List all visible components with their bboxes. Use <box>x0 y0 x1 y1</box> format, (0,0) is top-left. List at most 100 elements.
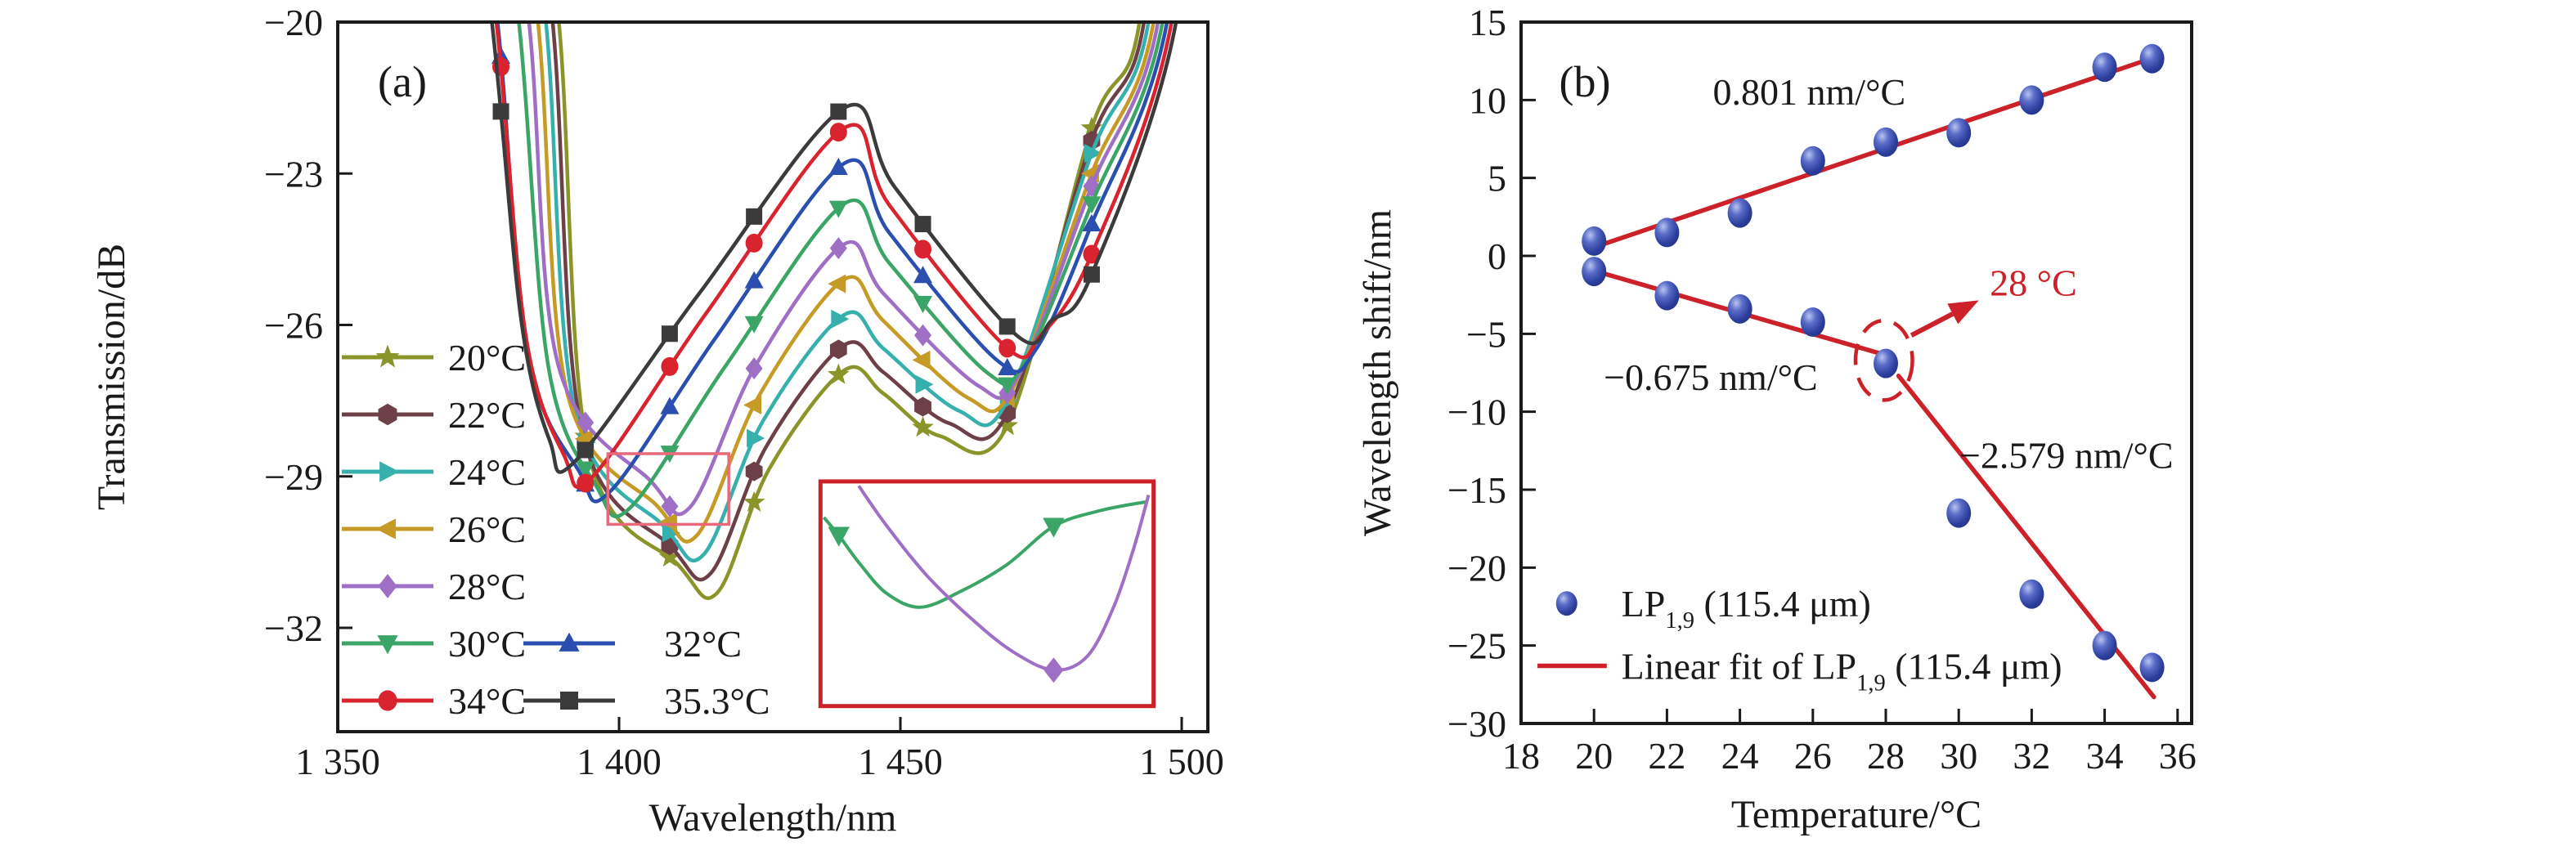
curve-line-28°c <box>527 22 1160 517</box>
square-marker <box>830 103 847 120</box>
hexagon-icon <box>378 403 397 426</box>
tri-right-marker <box>831 309 850 329</box>
legend-item-34°c: 34°C <box>342 680 526 722</box>
y-tick-label: −15 <box>1447 469 1506 511</box>
star-marker <box>658 545 681 567</box>
data-point <box>2139 652 2165 683</box>
data-point <box>2019 85 2044 115</box>
legend-label: 26°C <box>448 508 526 550</box>
x-tick-label: 30 <box>1940 735 1977 777</box>
tri-down-marker <box>1082 196 1102 214</box>
arrow-shaft <box>1910 311 1954 338</box>
data-point <box>2092 52 2117 83</box>
inset-curve-line <box>822 499 1147 609</box>
annotation-dashed-circle <box>1853 318 1914 402</box>
data-point <box>1800 146 1825 176</box>
legend-label: 34°C <box>448 680 526 722</box>
tri-down-marker <box>828 526 850 547</box>
data-point <box>1654 217 1680 248</box>
tri-left-marker <box>828 274 846 293</box>
star-marker <box>912 415 934 437</box>
tri-right-icon <box>379 461 400 482</box>
panel-a-curves <box>490 22 1178 600</box>
tri-right-marker <box>1084 144 1102 163</box>
data-point <box>2139 43 2165 74</box>
circle-icon <box>378 690 397 711</box>
tri-down-marker <box>576 461 595 479</box>
square-marker <box>746 208 763 225</box>
x-tick-label: 1 500 <box>1139 741 1224 782</box>
x-tick-label: 1 450 <box>858 741 943 782</box>
data-point <box>1727 198 1752 228</box>
tri-down-marker <box>828 200 848 218</box>
panel-b-yaxis-title: Wavelength shift/nm <box>1356 209 1399 536</box>
inset-curve-30°c <box>822 499 1147 609</box>
legend-label: 32°C <box>664 623 742 665</box>
tri-up-icon <box>559 632 580 652</box>
square-marker <box>914 216 931 233</box>
hexagon-marker <box>914 396 931 417</box>
tri-down-marker <box>744 316 764 334</box>
tri-down-marker <box>1043 517 1065 538</box>
inset-box <box>818 479 1156 709</box>
square-marker <box>492 103 509 120</box>
fit-slope-label-1: −0.675 nm/°C <box>1604 356 1818 398</box>
legend-item-24°c: 24°C <box>342 451 526 493</box>
panel-a-yaxis-title: Transmission/dB <box>90 244 133 510</box>
tri-up-marker <box>828 157 848 175</box>
legend-item-35.3°c: 35.3°C <box>523 680 770 722</box>
scatter-lower-branch <box>1582 257 2165 683</box>
tri-right-marker <box>915 374 934 394</box>
curve-35.3°c <box>490 22 1178 474</box>
diamond-marker <box>914 324 932 347</box>
inset-frame <box>818 479 1156 709</box>
data-point <box>1800 307 1825 338</box>
diamond-marker <box>829 237 847 260</box>
y-tick-label: −5 <box>1466 313 1506 355</box>
curve-line-35.3°c <box>490 22 1178 474</box>
diamond-marker <box>577 411 595 434</box>
circle-marker <box>829 123 847 142</box>
legend-item-32°c: 32°C <box>523 623 742 665</box>
y-tick-label: 0 <box>1488 235 1506 277</box>
fit-slope-label-2: −2.579 nm/°C <box>1959 434 2174 476</box>
curve-line-22°c <box>550 22 1147 582</box>
curve-26°c <box>536 22 1156 544</box>
hexagon-marker <box>745 461 763 481</box>
legend-label: 30°C <box>448 623 526 665</box>
legend-label: 20°C <box>448 337 526 378</box>
panel-b-frame <box>1519 20 2193 725</box>
y-tick-label: −26 <box>264 305 323 347</box>
panel-a: 1 350 1 400 1 450 1 500 −20 −23 −26 −29 −32 Wavel… <box>90 2 1224 840</box>
x-tick-label: 18 <box>1502 735 1540 777</box>
data-point <box>1654 280 1680 311</box>
x-tick-label: 20 <box>1575 735 1613 777</box>
circle-marker <box>914 240 932 259</box>
legend-label: 22°C <box>448 394 526 436</box>
x-tick-label: 28 <box>1867 735 1905 777</box>
fit-line-0 <box>1591 54 2161 250</box>
square-icon <box>560 692 578 710</box>
x-tick-label: 1 400 <box>577 741 662 782</box>
x-tick-label: 22 <box>1648 735 1685 777</box>
inset-curve-line <box>857 485 1151 672</box>
curve-line-26°c <box>536 22 1156 544</box>
y-tick-label: −20 <box>264 2 323 43</box>
star-icon <box>375 344 400 368</box>
panel-b-xaxis-title: Temperature/°C <box>1731 793 1981 836</box>
tri-down-marker <box>913 296 933 314</box>
tri-left-marker <box>912 350 931 370</box>
y-tick-label: −25 <box>1447 625 1506 667</box>
circle-marker <box>745 233 763 253</box>
y-tick-label: 5 <box>1488 158 1506 199</box>
diamond-marker <box>745 357 763 380</box>
scatter-upper-branch <box>1582 43 2165 256</box>
legend-item-30°c: 30°C <box>342 623 526 665</box>
y-tick-label: −20 <box>1447 547 1506 589</box>
inset-curve-28°c <box>857 485 1151 683</box>
data-point <box>2092 630 2117 661</box>
star-marker <box>996 414 1019 436</box>
square-marker <box>661 325 678 343</box>
x-tick-label: 32 <box>2013 735 2050 777</box>
x-tick-label: 24 <box>1721 735 1759 777</box>
